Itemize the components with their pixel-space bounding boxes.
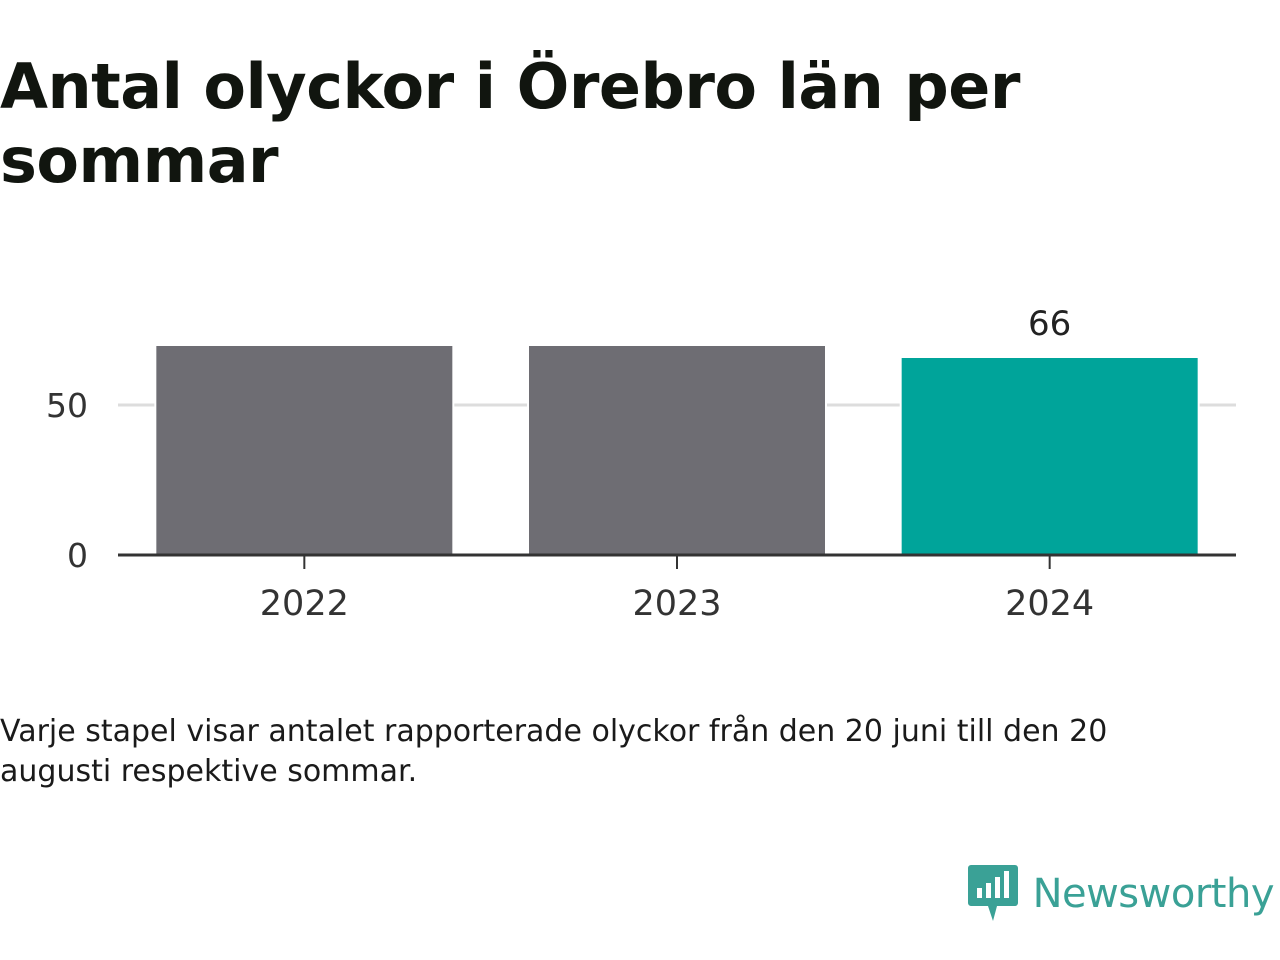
x-axis <box>118 553 1236 569</box>
brand-logo: Newsworthy <box>967 862 1275 926</box>
data-labels: 66 <box>1028 304 1071 344</box>
y-tick-labels: 0 50 <box>46 386 88 575</box>
bar-chart: 0 50 2022 2023 2024 66 <box>46 304 1236 624</box>
x-tick-label: 2024 <box>1005 584 1094 624</box>
x-tick-label: 2022 <box>260 584 349 624</box>
newsworthy-logo-icon <box>967 865 1018 921</box>
bar-2024 <box>899 356 1200 556</box>
chart-title: Antal olyckor i Örebro län per sommar <box>0 50 1020 197</box>
bars <box>154 344 1200 556</box>
y-tick-label: 50 <box>46 386 88 425</box>
chart-caption: Varje stapel visar antalet rapporterade … <box>0 714 1108 789</box>
x-tick-label: 2023 <box>632 584 721 624</box>
brand-name: Newsworthy <box>1032 871 1275 917</box>
bar-2022 <box>154 344 455 556</box>
bar-2023 <box>527 344 827 556</box>
data-label: 66 <box>1028 304 1071 344</box>
x-tick-labels: 2022 2023 2024 <box>260 584 1094 624</box>
y-tick-label: 0 <box>67 536 88 575</box>
